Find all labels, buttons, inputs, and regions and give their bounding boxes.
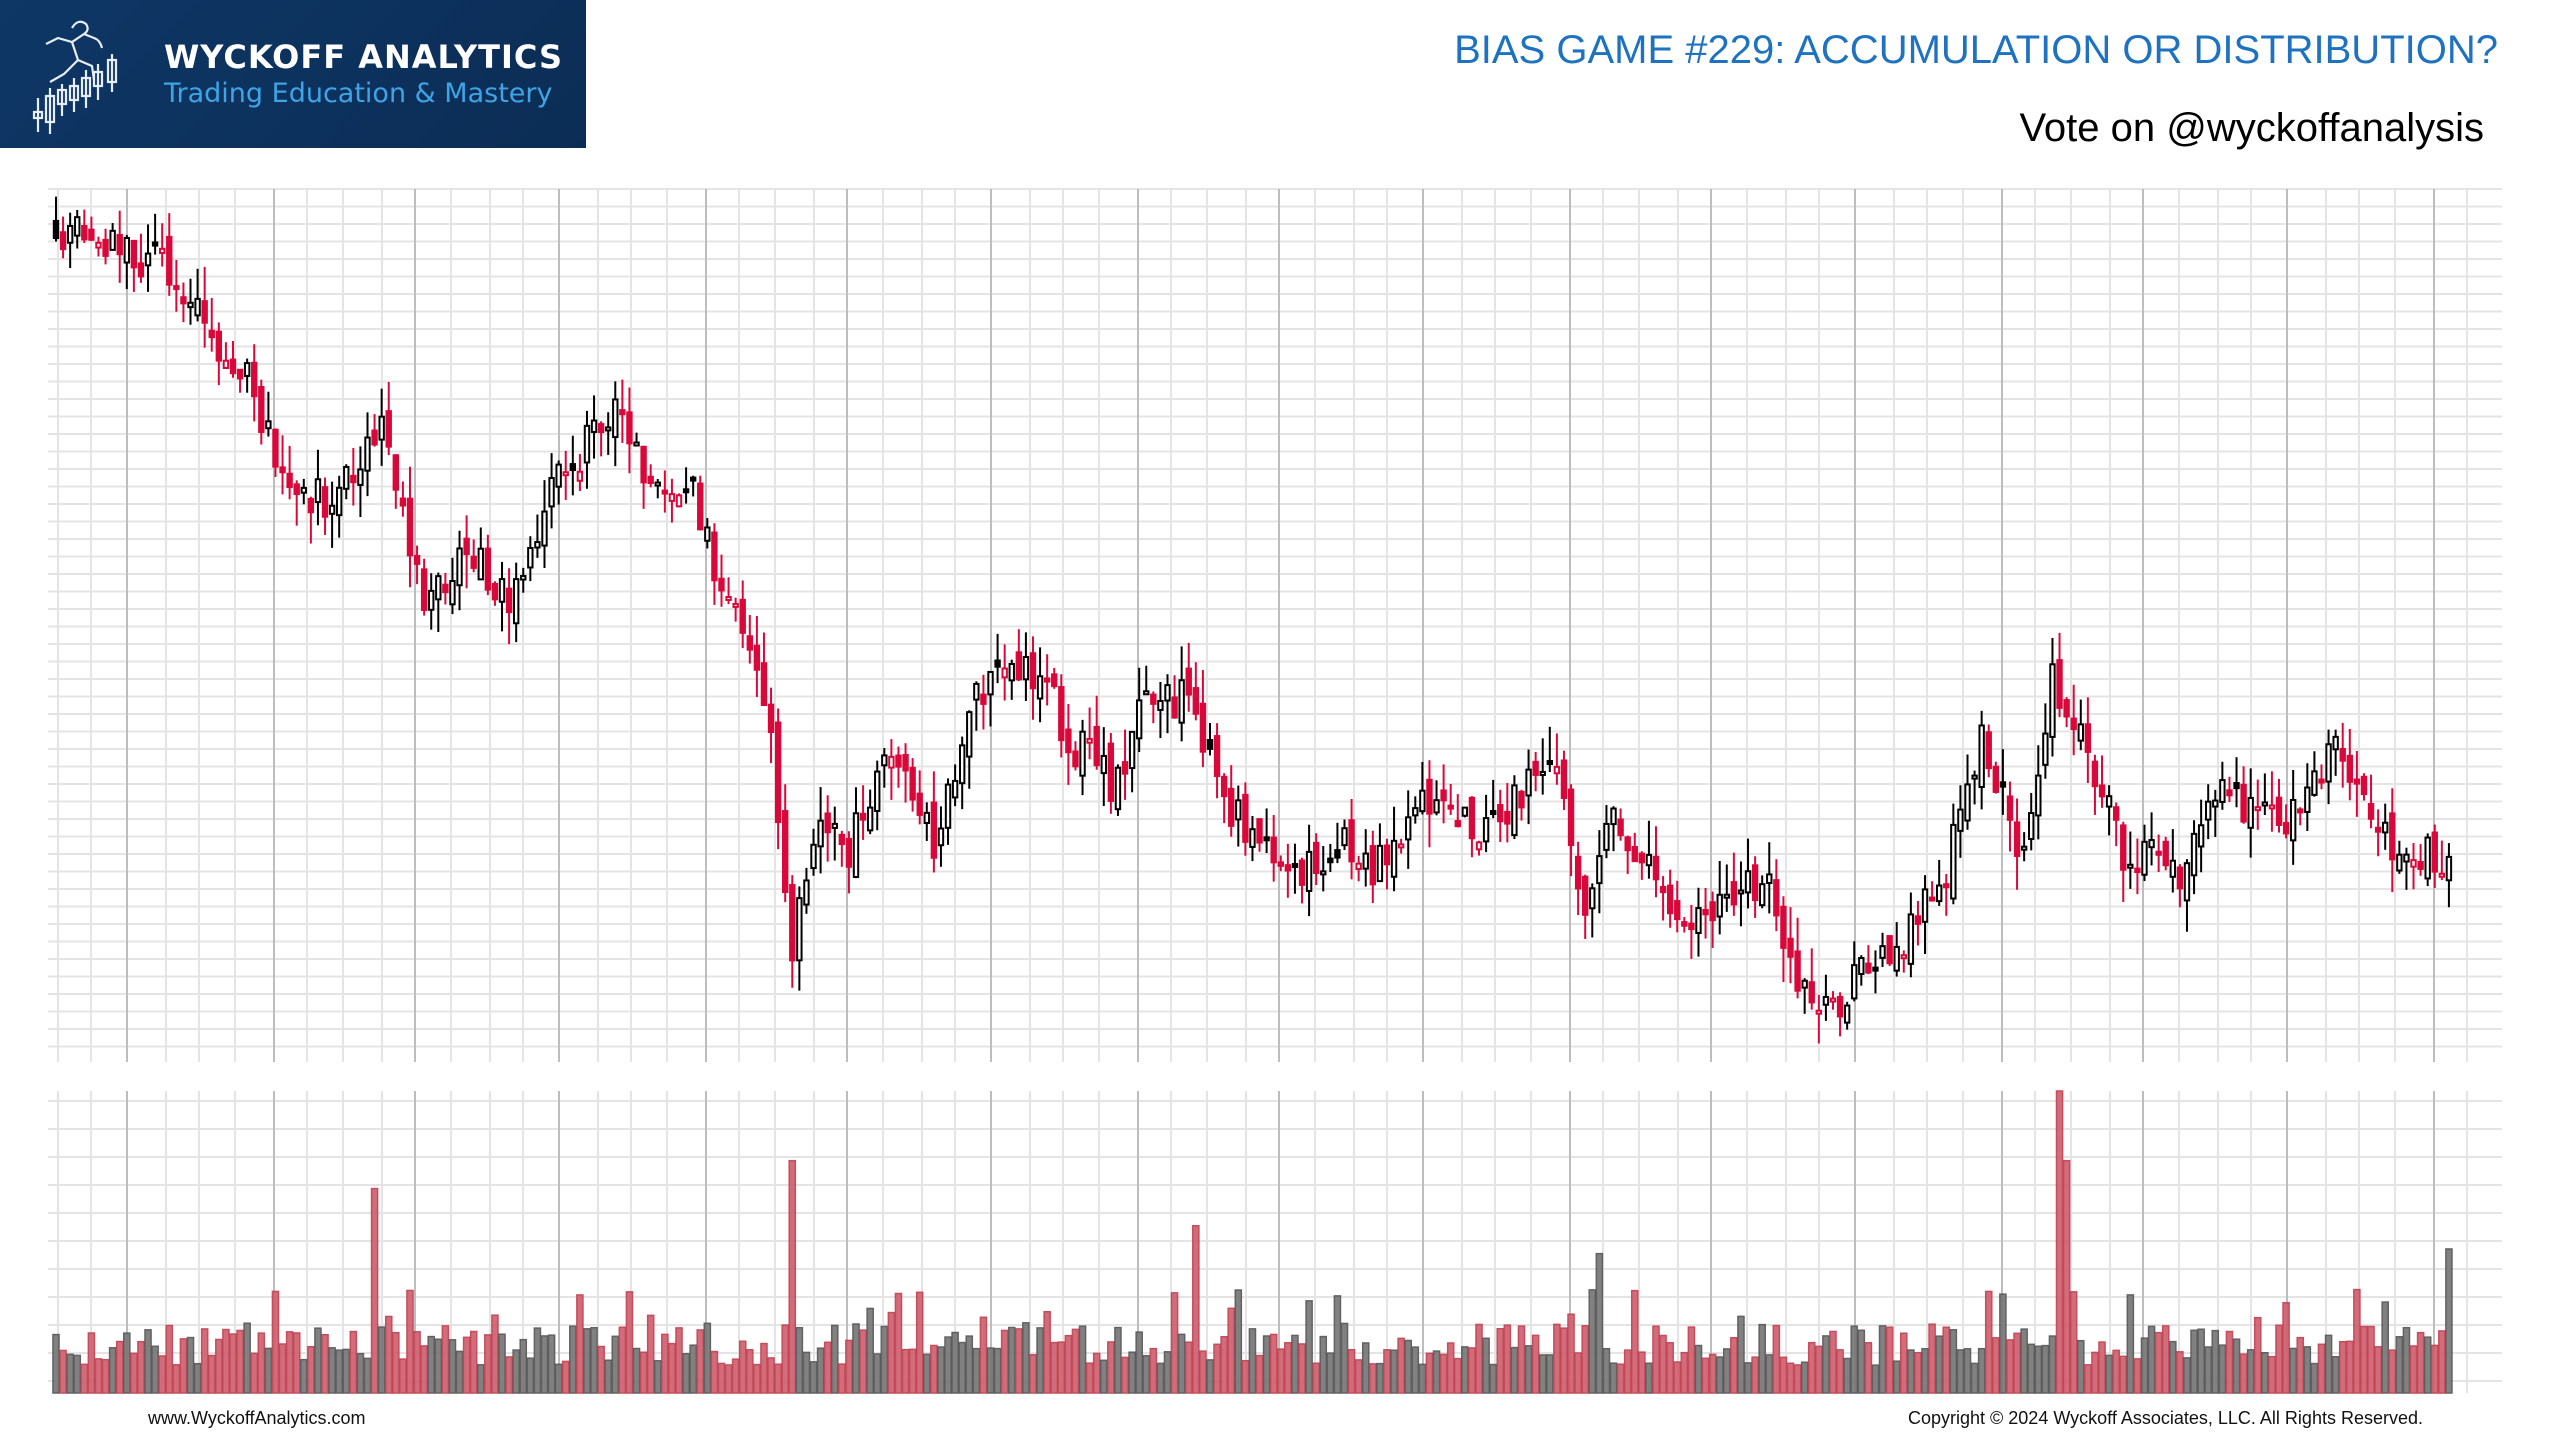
website-link[interactable]: www.WyckoffAnalytics.com [148,1408,366,1428]
vote-subtitle: Vote on @wyckoffanalysis [2019,106,2484,150]
brand-title: WYCKOFF ANALYTICS [164,38,563,76]
candlestick-series [52,196,2453,1044]
brand-subtitle: Trading Education & Mastery [164,78,553,109]
runner-candlestick-icon [32,20,118,134]
volume-bars [52,1090,2453,1394]
brand-logo: WYCKOFF ANALYTICS Trading Education & Ma… [0,0,586,148]
page-title: BIAS GAME #229: ACCUMULATION OR DISTRIBU… [1454,28,2498,72]
chart-grid [48,188,2502,1393]
copyright-notice: Copyright © 2024 Wyckoff Associates, LLC… [1907,1408,2423,1428]
